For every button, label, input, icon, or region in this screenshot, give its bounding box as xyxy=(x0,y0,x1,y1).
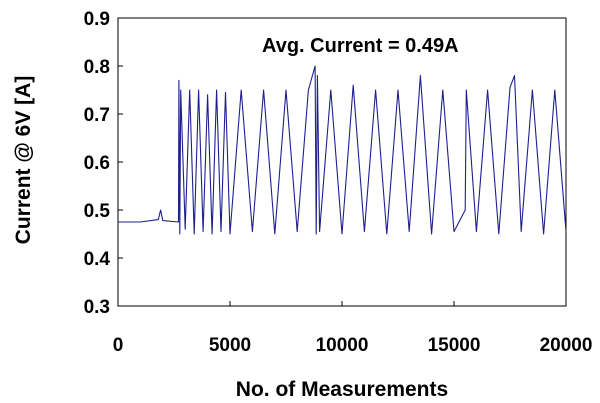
current-series-line xyxy=(118,65,567,235)
y-tick-label: 0.4 xyxy=(84,249,111,270)
x-axis-title: No. of Measurements xyxy=(236,378,448,401)
x-tick-label: 15000 xyxy=(428,335,481,356)
y-tick-label: 0.5 xyxy=(84,201,111,222)
x-axis-ticks: 0 5000 10000 15000 20000 xyxy=(113,301,593,356)
y-tick-label: 0.9 xyxy=(84,9,110,30)
y-axis-title: Current @ 6V [A] xyxy=(12,76,35,245)
x-tick-label: 5000 xyxy=(209,335,251,356)
avg-current-annotation: Avg. Current = 0.49A xyxy=(262,35,459,57)
y-tick-label: 0.3 xyxy=(84,297,110,318)
x-tick-label: 20000 xyxy=(540,335,593,356)
y-tick-label: 0.7 xyxy=(84,105,110,126)
y-axis-ticks: 0.3 0.4 0.5 0.6 0.7 0.8 0.9 xyxy=(84,9,123,318)
y-tick-label: 0.6 xyxy=(84,153,110,174)
x-tick-label: 0 xyxy=(113,335,124,356)
x-tick-label: 10000 xyxy=(316,335,369,356)
plot-area xyxy=(117,17,567,307)
y-tick-label: 0.8 xyxy=(84,57,110,78)
